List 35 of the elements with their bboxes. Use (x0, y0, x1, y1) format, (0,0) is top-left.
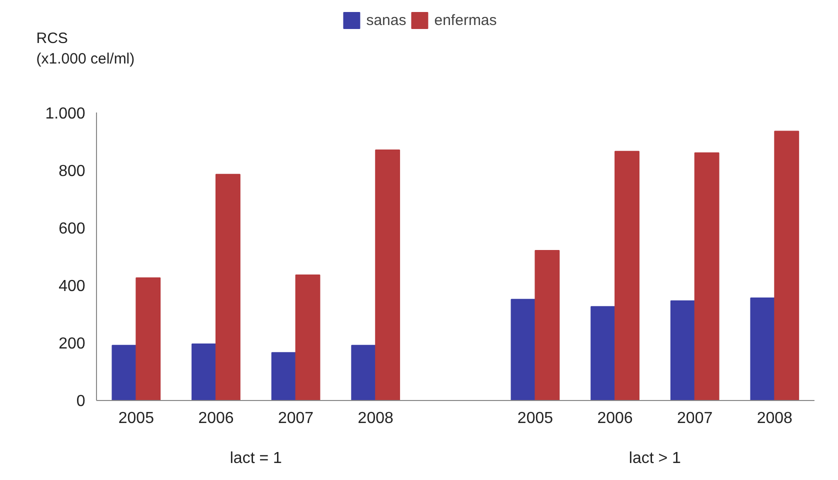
x-tick-label: 2006 (597, 410, 633, 428)
y-tick-label: 400 (58, 278, 86, 296)
bar (750, 297, 776, 401)
x-tick-label: 2007 (278, 410, 314, 428)
x-tick-label: 2005 (517, 410, 554, 428)
bar (670, 300, 696, 401)
bar (694, 152, 720, 401)
text: lact = 1 (230, 450, 282, 468)
y-tick-label: 600 (58, 220, 86, 238)
bar (192, 343, 216, 401)
y-tick-label: 800 (58, 163, 86, 180)
bar (295, 274, 320, 401)
x-tick-label: 2006 (198, 410, 234, 428)
bar (774, 130, 800, 401)
y-axis-title: RCS (x1.000 cel/ml) (36, 30, 135, 68)
bar (534, 250, 560, 401)
bar (136, 277, 161, 401)
y-tick-label: 0 (76, 393, 86, 410)
x-tick-label: 2008 (358, 410, 394, 428)
x-tick-label: 2007 (677, 410, 713, 428)
bar (590, 306, 616, 401)
legend-label: enfermas (434, 12, 497, 28)
bar (510, 298, 536, 401)
legend-label: sanas (366, 12, 406, 28)
x-tick-label: 2005 (118, 410, 154, 428)
bar (351, 344, 376, 401)
bar (112, 344, 137, 401)
bar (375, 149, 400, 401)
text: lact > 1 (628, 450, 682, 468)
bar (614, 150, 640, 401)
x-tick-label: 2008 (756, 410, 793, 428)
bar (215, 174, 240, 401)
bar (271, 352, 296, 401)
y-tick-label: 1.000 (45, 106, 86, 123)
y-tick-label: 200 (58, 336, 86, 353)
